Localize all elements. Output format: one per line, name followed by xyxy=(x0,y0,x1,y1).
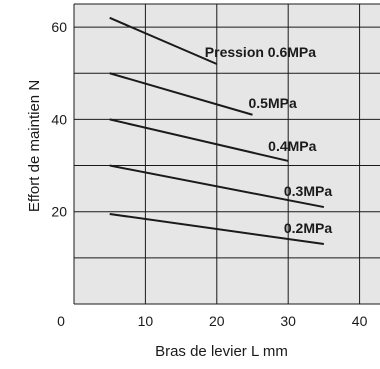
x-axis-title: Bras de levier L mm xyxy=(155,343,288,360)
y-axis-title: Effort de maintien N xyxy=(26,80,43,212)
series-line xyxy=(109,72,253,116)
series-line xyxy=(109,164,325,209)
x-axis-ticks: 0 10 20 30 40 xyxy=(57,313,367,329)
series-label: 0.3MPa xyxy=(284,183,332,199)
y-tick-label: 40 xyxy=(51,111,67,127)
series-label: 0.4MPa xyxy=(268,138,316,154)
y-tick-label: 60 xyxy=(51,19,67,35)
series-lines xyxy=(109,16,325,245)
series-label: Pression 0.6MPa xyxy=(205,44,316,60)
plot-area xyxy=(74,4,380,304)
series-label: 0.5MPa xyxy=(248,95,296,111)
x-tick-label: 10 xyxy=(138,313,154,329)
series-labels: Pression 0.6MPa 0.5MPa 0.4MPa 0.3MPa 0.2MPa xyxy=(205,44,333,236)
x-tick-label: 0 xyxy=(57,313,65,329)
series-label: 0.2MPa xyxy=(284,220,332,236)
x-tick-label: 20 xyxy=(209,313,225,329)
series-line xyxy=(109,16,218,65)
y-axis-ticks: 20 40 60 xyxy=(51,19,67,220)
grid xyxy=(73,3,380,305)
series-line xyxy=(109,213,325,245)
x-tick-label: 30 xyxy=(280,313,296,329)
series-line xyxy=(109,118,289,162)
x-tick-label: 40 xyxy=(352,313,368,329)
y-tick-label: 20 xyxy=(51,204,67,220)
